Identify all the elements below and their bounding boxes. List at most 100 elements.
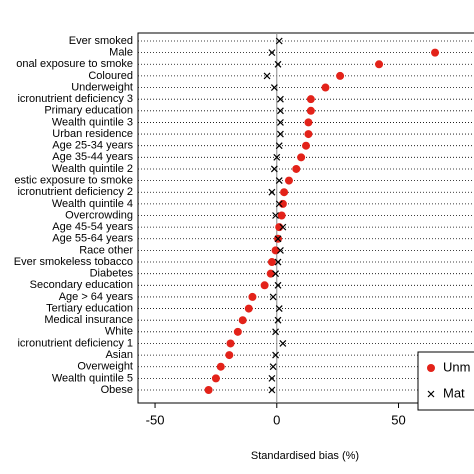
data-point [260, 281, 269, 290]
y-tick-label: Wealth quintile 5 [52, 372, 133, 384]
data-point [226, 339, 235, 348]
data-point [270, 165, 278, 173]
data-point [272, 212, 279, 219]
data-point [204, 386, 213, 394]
legend-box [417, 351, 474, 411]
legend-marker [427, 390, 435, 398]
y-tick-label: Age 55-64 years [52, 233, 133, 245]
y-tick-label: Ever smoked [69, 35, 133, 47]
y-tick-label: Tertiary education [46, 302, 133, 314]
data-point [269, 293, 277, 301]
data-point [302, 141, 310, 150]
data-point [270, 84, 278, 91]
data-point [271, 246, 280, 255]
y-tick-label: Male [109, 47, 133, 59]
y-tick-label: Overweight [77, 361, 133, 373]
data-point [272, 270, 279, 278]
plot-frame [137, 32, 474, 404]
data-point [279, 340, 287, 347]
y-tick-label: White [105, 326, 133, 338]
data-point [306, 95, 315, 104]
y-tick-label: Underweight [71, 81, 133, 93]
data-point [238, 316, 247, 325]
data-point [292, 164, 301, 173]
data-point [268, 386, 276, 394]
y-tick-label: Wealth quintile 3 [52, 116, 133, 128]
data-point [274, 235, 282, 243]
y-tick-label: Race other [79, 244, 133, 256]
data-point [273, 153, 281, 161]
data-point [277, 130, 284, 138]
y-tick-label: Age 35-44 years [52, 151, 133, 163]
y-tick-label: icronutrient deficiency 1 [17, 337, 133, 349]
data-point [304, 130, 313, 139]
data-point [274, 60, 282, 68]
x-tick-label: -50 [146, 412, 165, 427]
y-tick-label: Wealth quintile 4 [52, 198, 133, 210]
data-point [272, 351, 279, 359]
data-point [269, 363, 277, 371]
y-tick-label: Ever smokeless tobacco [14, 256, 133, 268]
data-point [275, 200, 283, 208]
data-point [274, 316, 282, 324]
data-point [263, 72, 271, 80]
data-point [275, 223, 284, 232]
data-point [280, 188, 289, 197]
data-point [233, 327, 242, 336]
y-tick-label: Wealth quintile 2 [52, 163, 133, 175]
data-point [268, 188, 276, 196]
data-point [278, 199, 287, 208]
data-point [275, 37, 283, 45]
y-tick-label: Age 45-54 years [52, 221, 133, 233]
data-point [277, 246, 284, 254]
legend-marker [427, 364, 435, 372]
y-tick-label: Overcrowding [65, 209, 133, 221]
data-point [211, 374, 220, 383]
data-point [225, 351, 234, 360]
y-tick-label: Medical insurance [44, 314, 133, 326]
data-point [277, 107, 284, 115]
y-tick-label: Primary education [44, 105, 133, 117]
y-tick-label: Age > 64 years [59, 291, 134, 303]
data-point [375, 60, 384, 69]
data-point [248, 292, 257, 301]
data-point [272, 328, 279, 336]
data-point [274, 258, 282, 266]
data-point [277, 95, 284, 103]
data-point [267, 258, 276, 267]
y-tick-label: Diabetes [90, 268, 134, 280]
x-tick-label: 0 [273, 412, 280, 427]
data-point [336, 71, 345, 80]
data-point [297, 153, 306, 162]
data-point [274, 281, 282, 289]
data-point [304, 118, 313, 127]
y-tick-label: icronutrient deficiency 3 [17, 93, 133, 105]
legend-label: Mat [443, 385, 465, 400]
y-tick-label: Age 25-34 years [52, 140, 133, 152]
data-point [275, 142, 283, 150]
data-point [268, 49, 276, 57]
data-point [266, 269, 275, 278]
y-tick-label: Coloured [88, 70, 133, 82]
data-point [275, 305, 283, 312]
y-tick-label: estic exposure to smoke [14, 175, 133, 187]
data-point [431, 48, 440, 57]
data-point [216, 362, 225, 371]
data-point [279, 223, 287, 231]
data-point [244, 304, 253, 313]
legend-label: Unm [443, 359, 470, 374]
y-tick-label: Asian [105, 349, 133, 361]
x-axis-title: Standardised bias (%) [251, 450, 359, 462]
y-tick-label: icronutrient deficiency 2 [17, 186, 133, 198]
y-tick-label: Secondary education [30, 279, 133, 291]
data-point [268, 374, 276, 382]
data-point [306, 106, 315, 115]
data-point [284, 176, 293, 185]
y-tick-label: onal exposure to smoke [16, 58, 133, 70]
data-point [277, 119, 284, 126]
y-tick-label: Urban residence [52, 128, 133, 140]
x-tick-label: 50 [391, 412, 405, 427]
y-tick-label: Obese [101, 384, 133, 396]
